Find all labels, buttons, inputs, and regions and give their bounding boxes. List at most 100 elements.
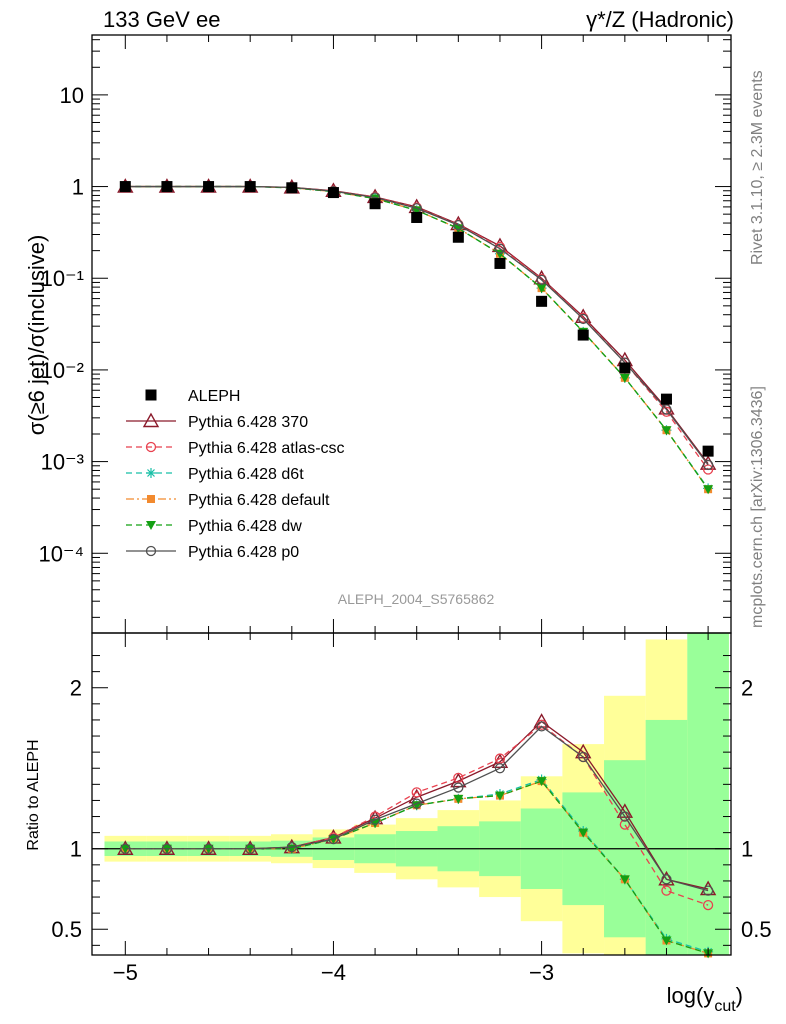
data-point-p0 — [578, 313, 589, 325]
data-point-atlas — [702, 899, 714, 911]
data-point-p0 — [161, 843, 173, 854]
legend-entry: Pythia 6.428 default — [126, 492, 330, 509]
data-point-data — [702, 445, 714, 457]
data-point-dw — [661, 936, 672, 946]
ratio-band-inner — [687, 633, 729, 955]
data-point-data — [411, 211, 423, 223]
y-tick-label: 10⁻³ — [41, 450, 84, 475]
data-point-data — [286, 182, 298, 194]
legend-label: Pythia 6.428 370 — [188, 414, 308, 431]
legend-entry: Pythia 6.428 d6t — [126, 466, 304, 483]
data-point-atlas — [494, 753, 506, 764]
series-p0 — [120, 721, 714, 896]
data-point-data — [327, 187, 339, 199]
data-point-data — [161, 181, 173, 193]
legend-entry: Pythia 6.428 p0 — [126, 544, 299, 561]
ratio-y-tick-label-left: 2 — [70, 676, 82, 701]
legend-label: Pythia 6.428 atlas-csc — [188, 440, 345, 457]
rivet-version-label: Rivet 3.1.10, ≥ 2.3M events — [749, 70, 766, 265]
data-point-p0 — [411, 798, 422, 809]
data-point-p0 — [494, 243, 506, 254]
legend-label: Pythia 6.428 d6t — [188, 466, 304, 483]
data-point-atlas — [411, 787, 422, 798]
y-tick-label: 10⁻² — [41, 358, 84, 383]
data-point-dw — [536, 284, 547, 294]
series-line-dw — [125, 780, 709, 955]
ratio-y-tick-label-right: 0.5 — [741, 917, 772, 942]
legend-label: Pythia 6.428 p0 — [188, 544, 299, 561]
data-point-dw — [619, 875, 630, 885]
legend-marker — [146, 521, 156, 530]
main-panel-series — [117, 178, 717, 495]
legend-entry: Pythia 6.428 atlas-csc — [126, 440, 345, 457]
data-point-data — [494, 257, 506, 269]
data-point-dw — [453, 794, 464, 804]
x-tick-label: −3 — [529, 960, 554, 985]
data-point-data — [244, 181, 256, 193]
legend-marker — [147, 495, 155, 503]
legend-marker — [142, 412, 160, 428]
legend-label: Pythia 6.428 dw — [188, 518, 302, 535]
data-point-p0 — [494, 763, 506, 774]
data-point-p0 — [453, 219, 464, 231]
data-point-p0 — [245, 843, 256, 854]
x-tick-label: −4 — [321, 960, 346, 985]
data-point-dw — [661, 426, 672, 436]
legend-marker — [146, 468, 156, 478]
data-point-atlas — [453, 772, 464, 784]
x-tick-label: −5 — [113, 960, 138, 985]
y-tick-label: 10 — [60, 83, 84, 108]
axes: −5 −4 −3 10⁻⁴ 10⁻³ 10⁻² 10⁻¹ 1 10 0.5 0.5 1 1 2 2 — [38, 34, 772, 985]
main-y-axis-label: σ(≥6 jet)/σ(inclusive) — [24, 235, 49, 436]
data-point-data — [452, 231, 464, 243]
legend-marker — [145, 389, 157, 401]
data-point-atlas — [619, 819, 630, 830]
ratio-plot-frame — [91, 632, 732, 956]
header-left-label: 133 GeV ee — [103, 7, 220, 32]
header-right-label: γ*/Z (Hadronic) — [586, 7, 734, 32]
series-data — [119, 181, 714, 457]
data-point-p0 — [328, 833, 339, 845]
data-point-data — [119, 181, 131, 193]
legend-entry: Pythia 6.428 dw — [126, 518, 302, 535]
series-line-atlas — [125, 723, 709, 906]
data-point-data — [369, 198, 381, 210]
data-point-dw — [703, 485, 714, 495]
data-point-p370 — [658, 870, 675, 886]
legend-label: ALEPH — [188, 388, 240, 405]
data-point-p0 — [619, 811, 630, 822]
data-point-p0 — [453, 782, 464, 793]
ratio-y-tick-label-right: 2 — [741, 676, 753, 701]
data-point-p0 — [702, 885, 714, 896]
mcplots-credit-label: mcplots.cern.ch [arXiv:1306.3436] — [749, 386, 766, 628]
data-point-p0 — [536, 721, 547, 732]
legend-marker — [145, 545, 157, 557]
data-point-p0 — [536, 274, 547, 286]
data-point-p0 — [120, 843, 131, 854]
data-point-p0 — [578, 751, 589, 763]
x-axis-label: log(ycut) — [667, 983, 743, 1015]
data-point-dw — [411, 801, 422, 811]
data-point-p0 — [203, 843, 214, 854]
legend: ALEPH Pythia 6.428 370 Pythia 6.428 atlas-… — [126, 388, 345, 561]
data-point-p0 — [286, 841, 297, 853]
data-point-dw — [494, 791, 505, 801]
data-point-data — [660, 393, 672, 405]
legend-label: Pythia 6.428 default — [188, 492, 330, 509]
ratio-y-axis-label: Ratio to ALEPH — [25, 739, 42, 850]
data-point-p0 — [702, 459, 714, 471]
series-dw — [120, 777, 714, 959]
data-point-dw — [536, 777, 547, 787]
ratio-uncertainty-bands — [92, 633, 731, 955]
data-point-atlas — [661, 885, 672, 896]
series-line-p0 — [125, 725, 709, 892]
data-point-atlas — [702, 464, 714, 475]
y-tick-label: 1 — [72, 175, 84, 200]
series-line-p0 — [125, 185, 709, 466]
ratio-y-tick-label-right: 1 — [741, 837, 753, 862]
ratio-panel-series — [117, 713, 717, 959]
data-point-dw — [619, 373, 630, 383]
data-point-data — [619, 362, 631, 374]
data-point-p0 — [661, 404, 672, 415]
